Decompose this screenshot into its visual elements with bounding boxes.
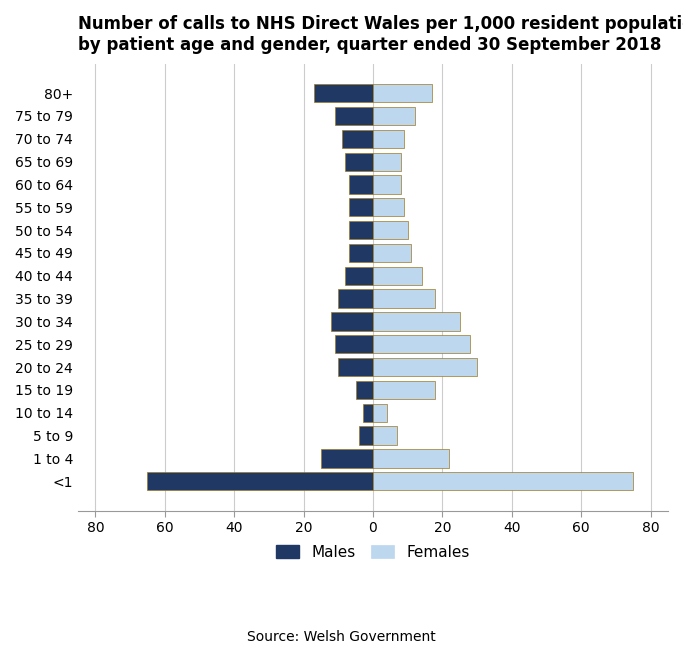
Bar [373,449,449,468]
Bar [373,129,404,148]
Bar [335,107,373,125]
Bar [373,335,470,353]
Bar [338,358,373,376]
Bar [373,267,421,285]
Bar [345,152,373,171]
Bar [314,84,373,102]
Bar [345,267,373,285]
Text: Source: Welsh Government: Source: Welsh Government [247,630,436,644]
Bar [331,313,373,330]
Bar [356,381,373,399]
Bar [373,313,460,330]
Bar [359,426,373,445]
Bar [373,358,477,376]
Bar [373,472,633,490]
Bar [373,221,408,239]
Bar [373,107,415,125]
Bar [373,152,401,171]
Bar [363,404,373,422]
Bar [373,290,436,308]
Bar [373,426,398,445]
Bar [335,335,373,353]
Bar [373,175,401,194]
Bar [373,244,411,262]
Bar [148,472,373,490]
Bar [373,84,432,102]
Bar [349,244,373,262]
Legend: Males, Females: Males, Females [270,538,475,566]
Text: Number of calls to NHS Direct Wales per 1,000 resident population
by patient age: Number of calls to NHS Direct Wales per … [78,15,683,54]
Bar [373,404,387,422]
Bar [321,449,373,468]
Bar [349,221,373,239]
Bar [349,198,373,216]
Bar [338,290,373,308]
Bar [373,198,404,216]
Bar [349,175,373,194]
Bar [342,129,373,148]
Bar [373,381,436,399]
